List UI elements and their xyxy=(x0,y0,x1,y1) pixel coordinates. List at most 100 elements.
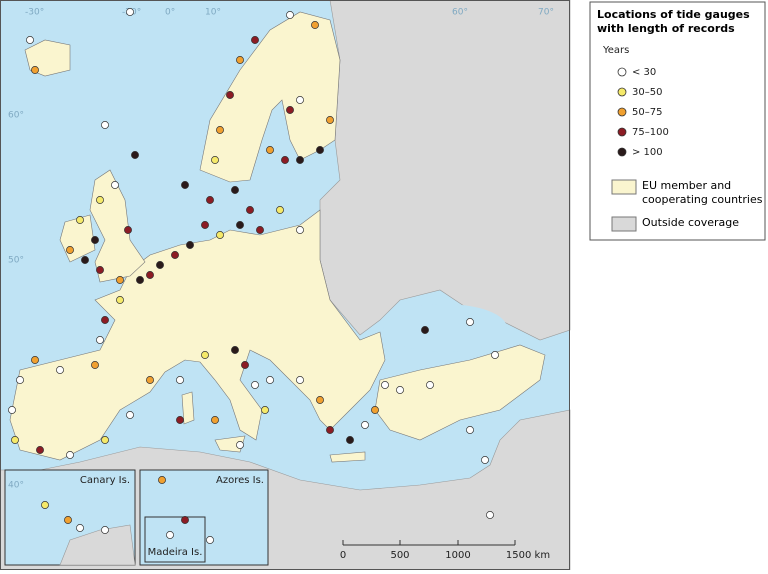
gauge xyxy=(111,181,119,189)
gauge xyxy=(211,156,219,164)
scale-label: 500 xyxy=(390,550,409,561)
legend-area-box: EU member and cooperating countries xyxy=(642,179,762,206)
legend-swatch xyxy=(617,147,627,157)
gauge xyxy=(176,416,184,424)
graticule-label: 10° xyxy=(205,8,221,18)
scale-label: 1000 xyxy=(445,550,470,561)
gauge xyxy=(126,8,134,16)
gauge xyxy=(256,226,264,234)
graticule-label: -30° xyxy=(25,8,44,18)
graticule-label: 40° xyxy=(8,481,24,491)
gauge xyxy=(146,271,154,279)
gauge xyxy=(96,266,104,274)
gauge xyxy=(486,511,494,519)
gauge xyxy=(101,121,109,129)
gauge xyxy=(126,411,134,419)
gauge xyxy=(296,226,304,234)
legend: Locations of tide gauges with length of … xyxy=(589,1,766,241)
legend-label: 30–50 xyxy=(632,87,662,98)
legend-label: 50–75 xyxy=(632,107,662,118)
inset-madeira xyxy=(144,516,206,563)
gauge xyxy=(101,526,109,534)
gauge xyxy=(176,376,184,384)
gauge xyxy=(31,66,39,74)
gauge xyxy=(206,536,214,544)
legend-area-swatch xyxy=(611,179,637,195)
gauge xyxy=(66,246,74,254)
gauge xyxy=(41,501,49,509)
legend-items: < 30 30–50 50–75 75–100 > 100 EU member and c… xyxy=(611,67,762,232)
gauge xyxy=(266,146,274,154)
gauge xyxy=(136,276,144,284)
gauge xyxy=(286,11,294,19)
gauge xyxy=(211,416,219,424)
legend-area-swatch xyxy=(611,216,637,232)
gauge xyxy=(216,231,224,239)
gauge xyxy=(206,196,214,204)
continent xyxy=(9,209,386,461)
gauge xyxy=(236,56,244,64)
gauge xyxy=(181,516,189,524)
sardinia xyxy=(181,391,195,425)
legend-label: 75–100 xyxy=(632,127,669,138)
turkey xyxy=(374,344,546,441)
gauge xyxy=(361,421,369,429)
gauge xyxy=(101,436,109,444)
scale-label: 1500 km xyxy=(506,550,550,561)
gauge xyxy=(186,241,194,249)
gauge xyxy=(266,376,274,384)
gauge xyxy=(371,406,379,414)
gauge xyxy=(381,381,389,389)
gauge xyxy=(251,36,259,44)
gauge xyxy=(281,156,289,164)
gauge xyxy=(96,196,104,204)
gauge xyxy=(91,361,99,369)
gauge xyxy=(396,386,404,394)
gauge xyxy=(66,451,74,459)
gauge xyxy=(124,226,132,234)
gauge xyxy=(326,116,334,124)
great-britain xyxy=(89,169,146,283)
gauge xyxy=(26,36,34,44)
gauge xyxy=(171,251,179,259)
black-sea xyxy=(383,304,507,352)
legend-swatch xyxy=(617,107,627,117)
inset-africa xyxy=(59,524,136,566)
gauge xyxy=(131,151,139,159)
legend-title: Locations of tide gauges with length of … xyxy=(597,8,750,35)
gauge xyxy=(296,376,304,384)
gauge xyxy=(16,376,24,384)
gauge xyxy=(201,221,209,229)
gauge xyxy=(311,21,319,29)
gauge xyxy=(241,361,249,369)
map: Canary Is. Azores Is. Madeira Is. 0 500 … xyxy=(0,0,571,571)
legend-label: < 30 xyxy=(632,67,656,78)
gauge xyxy=(181,181,189,189)
gauge xyxy=(11,436,19,444)
gauge xyxy=(216,126,224,134)
gauge xyxy=(426,381,434,389)
gauge xyxy=(36,446,44,454)
gauge xyxy=(316,396,324,404)
gauge xyxy=(326,426,334,434)
gauge xyxy=(201,351,209,359)
gauges xyxy=(8,8,499,544)
gauge xyxy=(421,326,429,334)
legend-title-box: Locations of tide gauges with length of … xyxy=(597,8,750,35)
gauge xyxy=(116,296,124,304)
legend-swatch xyxy=(617,87,627,97)
graticule-label: 50° xyxy=(8,256,24,266)
gauge xyxy=(226,91,234,99)
gauge xyxy=(146,376,154,384)
graticule-label: 0° xyxy=(165,8,175,18)
gauge xyxy=(276,206,284,214)
gauge xyxy=(158,476,166,484)
gauge xyxy=(116,276,124,284)
gauge xyxy=(76,216,84,224)
gauge xyxy=(246,206,254,214)
legend-swatch xyxy=(617,67,627,77)
legend-subtitle: Years xyxy=(602,45,629,56)
gauge xyxy=(466,318,474,326)
gauge xyxy=(64,516,72,524)
